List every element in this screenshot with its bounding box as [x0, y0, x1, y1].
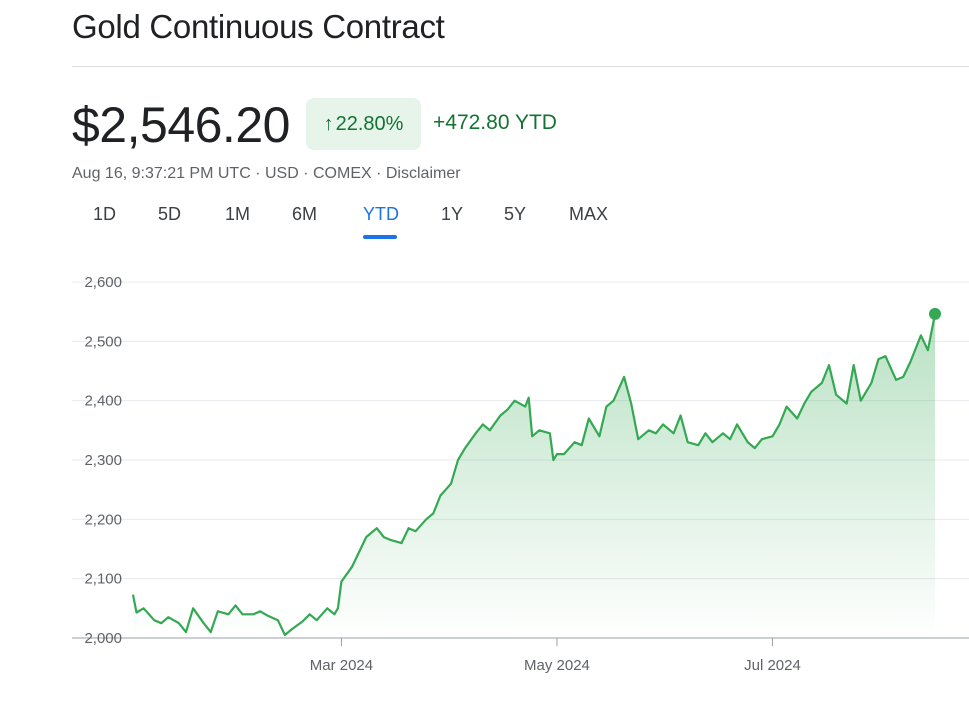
tab-1m[interactable]: 1M — [225, 204, 251, 224]
header-divider — [72, 66, 969, 67]
change-absolute: +472.80 YTD — [433, 111, 557, 134]
arrow-up-icon: ↑ — [323, 112, 334, 135]
active-tab-indicator — [363, 235, 397, 239]
last-price-point[interactable] — [929, 307, 941, 320]
tab-ytd[interactable]: YTD — [363, 204, 399, 224]
price-line — [131, 313, 937, 637]
meta-separator: · — [371, 165, 386, 182]
disclaimer-link[interactable]: Disclaimer — [385, 165, 461, 182]
tab-5d[interactable]: 5D — [158, 204, 182, 224]
tab-max[interactable]: MAX — [569, 204, 609, 224]
x-tick-label: Jul 2024 — [744, 657, 801, 674]
change-percent-badge: ↑ 22.80% — [306, 98, 421, 150]
y-tick-label: 2,500 — [84, 333, 122, 350]
y-axis-labels: 2,600 2,500 2,400 2,300 2,200 2,100 2,000 — [84, 274, 122, 647]
tab-1d[interactable]: 1D — [93, 204, 117, 224]
y-tick-label: 2,300 — [84, 452, 122, 469]
quote-timestamp: Aug 16, 9:37:21 PM UTC — [72, 165, 251, 182]
tab-1y[interactable]: 1Y — [441, 204, 464, 224]
x-tick-label: May 2024 — [524, 657, 590, 674]
quote-exchange: COMEX — [312, 165, 372, 182]
y-tick-label: 2,200 — [84, 511, 122, 528]
quote-meta: Aug 16, 9:37:21 PM UTC · USD · COMEX · D… — [72, 165, 461, 183]
meta-separator: · — [298, 165, 313, 182]
y-tick-label: 2,600 — [84, 274, 122, 291]
tab-6m[interactable]: 6M — [292, 204, 318, 224]
y-tick-label: 2,000 — [84, 630, 122, 647]
y-tick-label: 2,400 — [84, 393, 122, 410]
current-price: $2,546.20 — [72, 97, 290, 153]
price-area-fill — [133, 313, 935, 638]
y-tick-label: 2,100 — [84, 571, 122, 588]
x-tick-label: Mar 2024 — [310, 657, 373, 674]
x-axis: Mar 2024 May 2024 Jul 2024 — [310, 638, 801, 674]
quote-currency: USD — [264, 165, 299, 182]
meta-separator: · — [250, 165, 265, 182]
page-title: Gold Continuous Contract — [72, 8, 445, 45]
change-percent: 22.80% — [335, 112, 404, 135]
tab-5y[interactable]: 5Y — [504, 204, 527, 224]
